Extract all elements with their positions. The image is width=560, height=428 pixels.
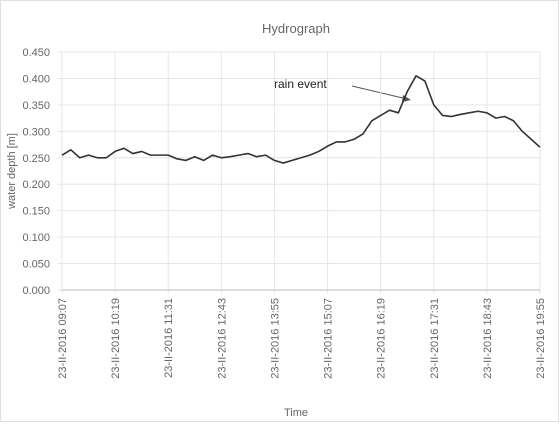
annotation: rain event bbox=[274, 77, 327, 91]
x-axis-label: Time bbox=[284, 407, 308, 419]
y-tick-label: 0.250 bbox=[22, 153, 50, 165]
grid bbox=[58, 51, 541, 294]
y-tick-label: 0.100 bbox=[22, 232, 50, 244]
x-tick-label: 23-II-2016 12:43 bbox=[216, 298, 228, 379]
y-tick-label: 0.350 bbox=[22, 100, 50, 112]
x-tick-label: 23-II-2016 11:31 bbox=[163, 298, 175, 378]
y-tick-label: 0.050 bbox=[22, 259, 50, 271]
data-line bbox=[61, 75, 541, 164]
annotation-arrow bbox=[351, 85, 408, 100]
x-tick-label: 23-II-2016 17:31 bbox=[429, 298, 441, 379]
y-tick-label: 0.400 bbox=[22, 73, 50, 85]
y-axis-label: water depth [m] bbox=[6, 133, 18, 210]
x-tick-label: 23-II-2016 18:43 bbox=[482, 298, 494, 379]
y-tick-label: 0.000 bbox=[22, 285, 50, 297]
x-tick-label: 23-II-2016 09:07 bbox=[57, 298, 69, 379]
x-tick-label: 23-II-2016 19:55 bbox=[535, 298, 547, 379]
y-tick-label: 0.300 bbox=[22, 126, 50, 138]
y-tick-label: 0.450 bbox=[22, 47, 50, 59]
x-tick-label: 23-II-2016 10:19 bbox=[110, 298, 122, 379]
x-tick-label: 23-II-2016 13:55 bbox=[269, 298, 281, 379]
x-tick-label: 23-II-2016 15:07 bbox=[323, 298, 335, 379]
y-tick-label: 0.200 bbox=[22, 179, 50, 191]
chart-title: Hydrograph bbox=[262, 21, 330, 36]
x-tick-label: 23-II-2016 16:19 bbox=[376, 298, 388, 379]
y-tick-label: 0.150 bbox=[22, 206, 50, 218]
